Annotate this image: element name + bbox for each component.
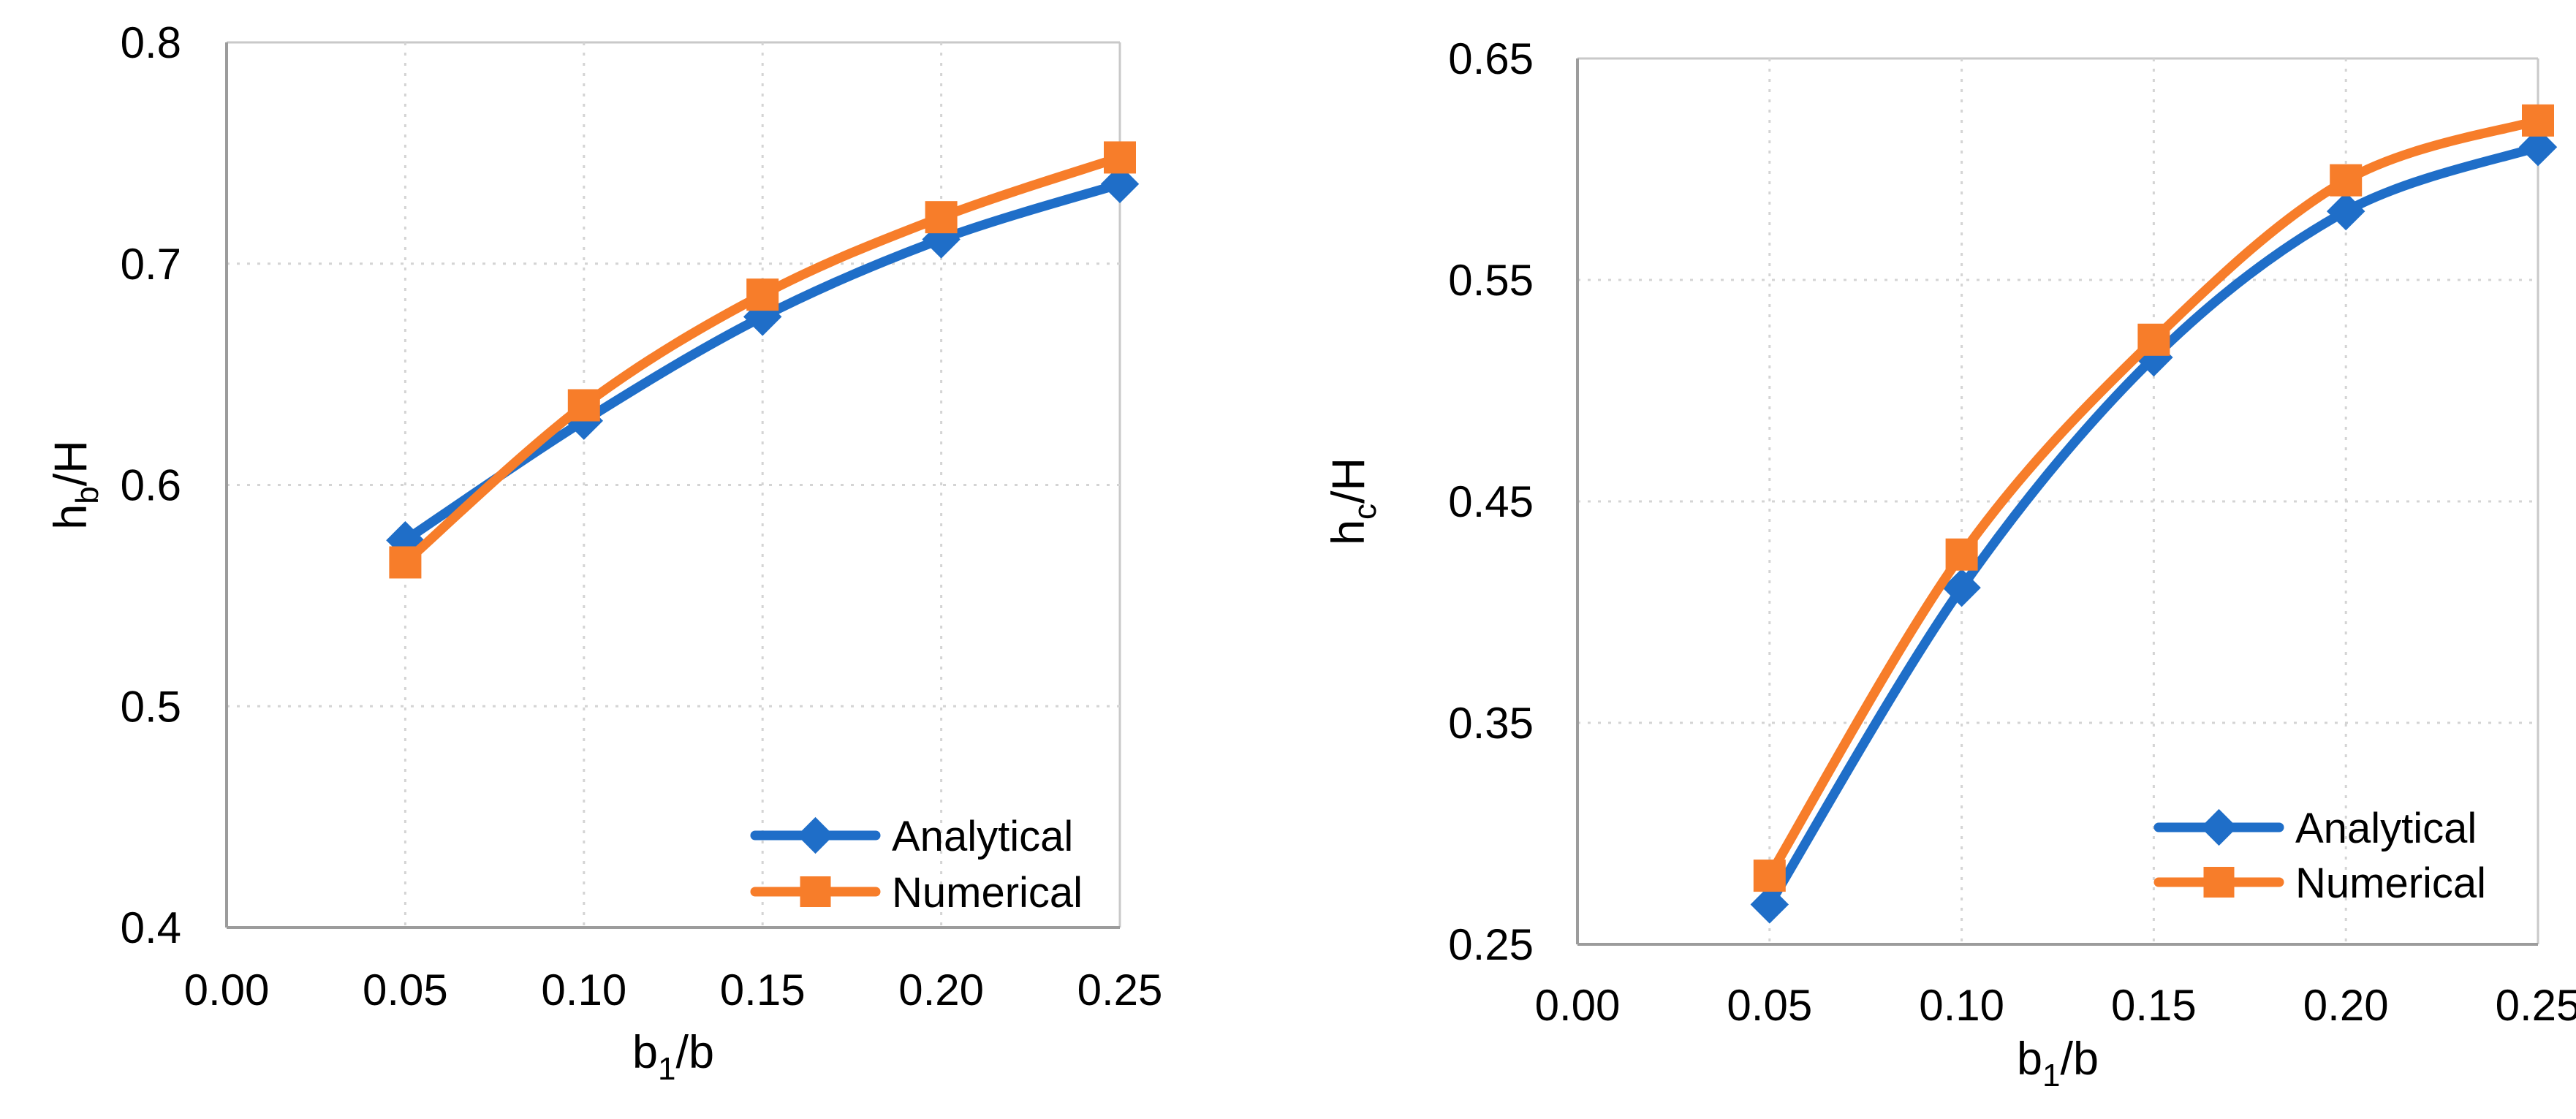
y-tick-label: 0.35 — [1448, 699, 1534, 748]
x-tick-label: 0.20 — [2303, 981, 2389, 1030]
legend-label: Analytical — [892, 813, 1073, 860]
chart-hc-over-H: 0.25 0.35 0.45 0.55 0.65 0.00 0.05 0.10 0.15 0.20… — [1288, 0, 2576, 1119]
square-marker — [2137, 323, 2170, 356]
legend-diamond-marker — [2200, 808, 2238, 846]
legend-item-numerical: Numerical — [2153, 860, 2486, 907]
x-tick-label: 0.10 — [541, 966, 626, 1014]
y-axis-title: hb/H — [45, 440, 105, 530]
y-tick-label: 0.55 — [1448, 256, 1534, 305]
square-marker — [2522, 104, 2554, 137]
y-tick-label: 0.4 — [121, 903, 181, 952]
legend-square-marker — [2203, 867, 2235, 898]
y-tick-label: 0.25 — [1448, 920, 1534, 969]
diamond-marker — [2326, 191, 2365, 231]
square-marker — [746, 278, 779, 311]
legend-label: Numerical — [2295, 860, 2486, 907]
diamond-marker — [743, 297, 782, 336]
legend: Analytical Numerical — [750, 813, 1083, 917]
y-tick-label: 0.45 — [1448, 477, 1534, 526]
legend-diamond-marker — [797, 816, 834, 854]
x-tick-label: 0.20 — [898, 966, 984, 1014]
square-marker — [1945, 538, 1978, 571]
y-tick-label: 0.6 — [121, 461, 181, 510]
x-tick-label: 0.00 — [184, 966, 270, 1014]
diamond-marker — [1100, 164, 1140, 203]
chart-hb-over-H: 0.4 0.5 0.6 0.7 0.8 0.00 0.05 0.10 0.15 0.20 0.25 b… — [45, 18, 1163, 1087]
x-tick-label: 0.25 — [1077, 966, 1163, 1014]
y-tick-label: 0.8 — [121, 18, 181, 67]
x-axis-title: b1/b — [2017, 1033, 2099, 1093]
square-marker — [1104, 141, 1136, 174]
x-axis-title: b1/b — [632, 1027, 714, 1087]
diamond-marker — [2518, 127, 2558, 167]
x-tick-label: 0.00 — [1535, 981, 1621, 1030]
square-marker — [1753, 860, 1786, 892]
x-tick-label: 0.15 — [720, 966, 806, 1014]
legend-square-marker — [800, 876, 831, 907]
square-marker — [389, 546, 422, 579]
square-marker — [567, 389, 600, 422]
x-tick-label: 0.10 — [1919, 981, 2004, 1030]
legend-item-numerical: Numerical — [750, 869, 1083, 917]
y-tick-label: 0.7 — [121, 240, 181, 289]
legend-item-analytical: Analytical — [2153, 805, 2477, 852]
x-tick-label: 0.05 — [1727, 981, 1812, 1030]
y-tick-label: 0.5 — [121, 682, 181, 731]
legend: Analytical Numerical — [2153, 805, 2486, 907]
x-tick-label: 0.25 — [2496, 981, 2576, 1030]
square-marker — [2330, 164, 2363, 197]
chart-svg-0: 0.4 0.5 0.6 0.7 0.8 0.00 0.05 0.10 0.15 0.20 0.25 b… — [45, 18, 1163, 1087]
y-tick-label: 0.65 — [1448, 34, 1534, 83]
square-marker — [925, 201, 958, 234]
series-analytical-line — [1765, 142, 2543, 909]
x-tick-label: 0.05 — [363, 966, 448, 1014]
x-tick-label: 0.15 — [2111, 981, 2197, 1030]
diamond-marker — [1942, 568, 1981, 607]
legend-item-analytical: Analytical — [750, 813, 1073, 860]
series-numerical-line — [1765, 115, 2543, 881]
legend-label: Numerical — [892, 869, 1083, 917]
chart-svg-1: 0.25 0.35 0.45 0.55 0.65 0.00 0.05 0.10 0.15 0.20… — [1323, 34, 2576, 1093]
legend-label: Analytical — [2295, 805, 2477, 852]
y-axis-title: hc/H — [1323, 458, 1383, 545]
